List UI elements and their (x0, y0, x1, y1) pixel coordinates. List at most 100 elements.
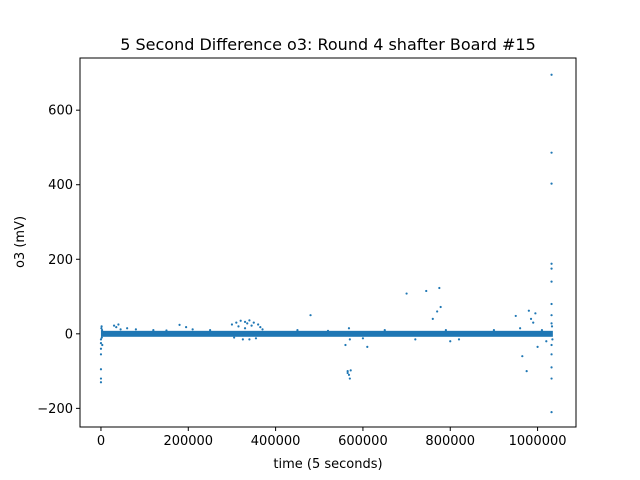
scatter-point (257, 323, 260, 326)
x-tick-label: 800000 (425, 434, 475, 449)
scatter-point (252, 321, 255, 324)
y-axis: −200 0 200 400 600 (37, 104, 80, 417)
scatter-point (99, 347, 103, 350)
scatter-point (527, 309, 530, 312)
x-tick-label: 200000 (163, 434, 213, 449)
scatter-point (99, 368, 103, 371)
scatter-point (230, 323, 234, 326)
scatter-point (99, 338, 103, 341)
scatter-point (550, 366, 553, 369)
scatter-point (241, 338, 244, 341)
scatter-point (191, 328, 194, 331)
scatter-point (101, 343, 104, 347)
scatter-point (521, 355, 524, 358)
scatter-point (519, 327, 522, 330)
scatter-point (209, 328, 212, 332)
scatter-point (534, 312, 537, 315)
scatter-point (134, 328, 137, 331)
scatter-point (112, 324, 116, 327)
scatter-point (551, 338, 554, 341)
scatter-point (126, 327, 129, 330)
scatter-point (550, 182, 553, 185)
scatter-point (346, 369, 349, 373)
scatter-point (237, 325, 240, 328)
scatter-point (361, 337, 365, 340)
scatter-point (536, 345, 539, 348)
scatter-point (233, 336, 236, 339)
x-tick-label: 0 (97, 434, 105, 449)
scatter-point (366, 345, 369, 348)
scatter-point (550, 302, 553, 306)
scatter-point (346, 371, 349, 375)
y-tick-label: 0 (65, 327, 73, 342)
scatter-point (254, 337, 258, 340)
scatter-point (449, 340, 452, 343)
scatter-point (550, 267, 553, 270)
scatter-point (326, 329, 330, 332)
scatter-point (178, 323, 181, 326)
x-tick-label: 600000 (338, 434, 388, 449)
y-tick-label: 400 (48, 178, 73, 193)
scatter-point (347, 373, 351, 376)
scatter-point (99, 381, 103, 384)
scatter-point (405, 292, 408, 295)
scatter-point (243, 327, 247, 330)
y-tick-label: −200 (37, 402, 73, 417)
chart-title: 5 Second Difference o3: Round 4 shafter … (120, 35, 536, 54)
scatter-point (436, 310, 439, 313)
scatter-point (540, 328, 544, 332)
scatter-point (414, 338, 417, 341)
scatter-point (248, 319, 251, 322)
scatter-point (431, 317, 434, 321)
scatter-point (550, 325, 554, 328)
scatter-point (348, 338, 351, 341)
x-axis: 0 200000 400000 600000 800000 1000000 (97, 427, 567, 449)
scatter-point (525, 369, 528, 373)
scatter-point (309, 314, 312, 317)
scatter-point (100, 328, 104, 332)
scatter-point (100, 336, 103, 339)
scatter-point (243, 320, 247, 323)
scatter-point (248, 338, 251, 341)
scatter-point (239, 319, 242, 322)
y-tick-label: 600 (48, 104, 73, 119)
scatter-point (514, 314, 517, 318)
scatter-point (550, 410, 553, 414)
scatter-point (100, 327, 103, 330)
x-tick-label: 1000000 (509, 434, 567, 449)
scatter-point (444, 328, 447, 332)
scatter-point (550, 353, 553, 356)
scatter-point (246, 322, 249, 325)
dense-point-band (100, 330, 553, 337)
scatter-point (550, 73, 553, 76)
scatter-point (165, 329, 168, 332)
scatter-point (550, 322, 553, 325)
scatter-point (344, 343, 347, 347)
scatter-point (185, 326, 188, 329)
scatter-point (250, 324, 253, 327)
scatter-point (99, 353, 103, 356)
scatter-point (438, 286, 441, 290)
scatter-point (550, 262, 553, 265)
scatter-point (296, 328, 299, 332)
scatter-point (99, 377, 103, 380)
scatter-point (152, 328, 155, 332)
scatter-point (532, 321, 535, 324)
scatter-point (550, 314, 553, 317)
scatter-point (545, 340, 548, 343)
scatter-point (383, 328, 386, 332)
scatter-point (550, 377, 553, 380)
x-axis-label: time (5 seconds) (273, 457, 382, 472)
axes-frame (79, 57, 577, 428)
scatter-point (550, 343, 553, 347)
scatter-point (349, 369, 352, 372)
y-axis-label: o3 (mV) (13, 216, 28, 268)
scatter-point (100, 325, 103, 328)
scatter-point (425, 289, 428, 293)
x-tick-label: 400000 (251, 434, 301, 449)
scatter-point (550, 151, 553, 154)
y-tick-label: 200 (48, 253, 73, 268)
